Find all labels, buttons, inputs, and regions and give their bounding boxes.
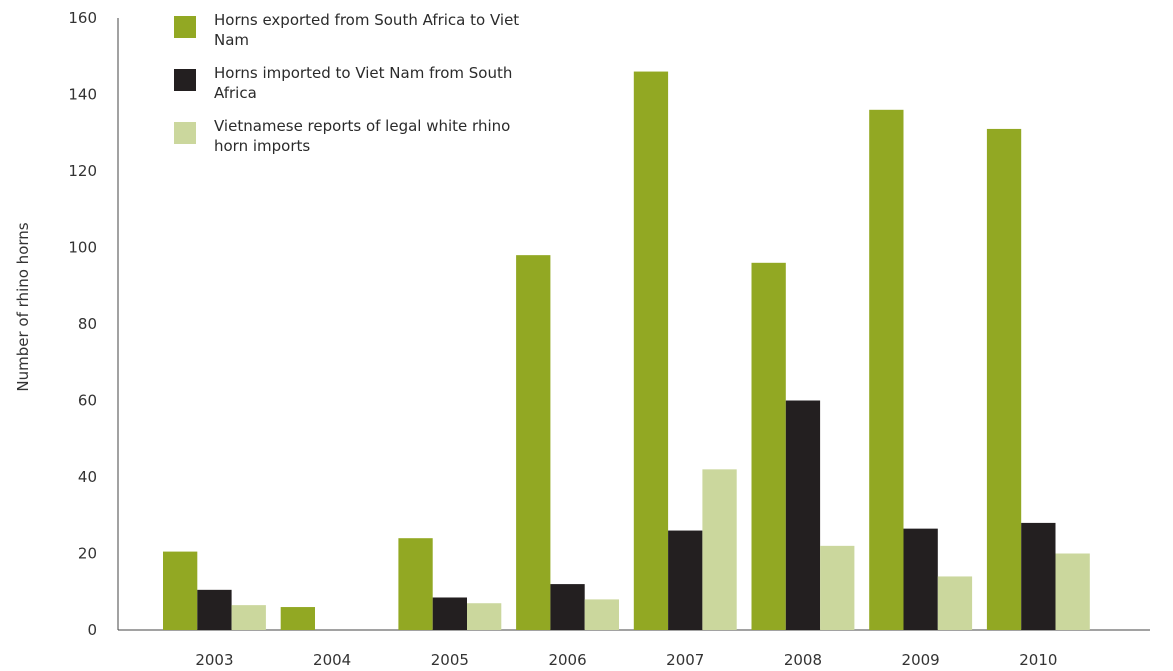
y-tick-label: 140	[68, 86, 97, 104]
bar	[751, 262, 786, 630]
legend-swatch-legal-imports	[174, 122, 196, 144]
legend-swatch-exported	[174, 16, 196, 38]
bar	[903, 528, 938, 630]
bar	[1055, 553, 1090, 630]
y-axis-label: Number of rhino horns	[14, 222, 32, 391]
y-tick-label: 40	[78, 468, 97, 486]
y-ticks: 0 20 40 60 80 100 120 140 160	[68, 9, 97, 639]
y-tick-label: 100	[68, 239, 97, 257]
bar	[820, 545, 855, 630]
bar	[986, 128, 1022, 631]
y-tick-label: 20	[78, 545, 97, 563]
bar	[467, 603, 502, 630]
bar	[398, 538, 433, 630]
y-tick-label: 60	[78, 392, 97, 410]
bar	[432, 597, 467, 630]
legend-label-legal-imports: Vietnamese reports of legal white rhino …	[214, 117, 511, 155]
y-tick-label: 0	[87, 621, 97, 639]
x-tick-label: 2004	[313, 651, 351, 669]
x-tick-label: 2009	[902, 651, 940, 669]
legend-label-exported: Horns exported from South Africa to Viet…	[214, 11, 520, 49]
x-tick-label: 2005	[431, 651, 469, 669]
bars	[163, 71, 1090, 631]
y-tick-label: 80	[78, 315, 97, 333]
bar	[668, 530, 703, 630]
x-tick-label: 2008	[784, 651, 822, 669]
legend: Horns exported from South Africa to Viet…	[174, 10, 534, 169]
bar	[231, 605, 266, 630]
legend-item-imported: Horns imported to Viet Nam from South Af…	[174, 63, 534, 103]
bar	[197, 589, 232, 630]
y-tick-label: 160	[68, 9, 97, 27]
x-ticks: 2003 2004 2005 2006 2007 2008 2009 2010	[195, 651, 1057, 669]
bar	[937, 576, 973, 630]
y-tick-label: 120	[68, 162, 97, 180]
legend-label-imported: Horns imported to Viet Nam from South Af…	[214, 64, 513, 102]
bar	[550, 584, 585, 630]
legend-item-exported: Horns exported from South Africa to Viet…	[174, 10, 534, 50]
bar	[280, 607, 315, 630]
x-tick-label: 2006	[548, 651, 586, 669]
legend-item-legal-imports: Vietnamese reports of legal white rhino …	[174, 116, 534, 156]
x-tick-label: 2003	[195, 651, 233, 669]
x-tick-label: 2010	[1019, 651, 1057, 669]
bar	[163, 551, 198, 630]
bar	[785, 400, 821, 630]
bar	[1021, 522, 1056, 630]
bar	[869, 109, 904, 631]
x-tick-label: 2007	[666, 651, 704, 669]
bar	[633, 71, 669, 631]
bar	[584, 599, 619, 630]
bar	[516, 255, 551, 630]
legend-swatch-imported	[174, 69, 196, 91]
bar	[702, 469, 737, 630]
